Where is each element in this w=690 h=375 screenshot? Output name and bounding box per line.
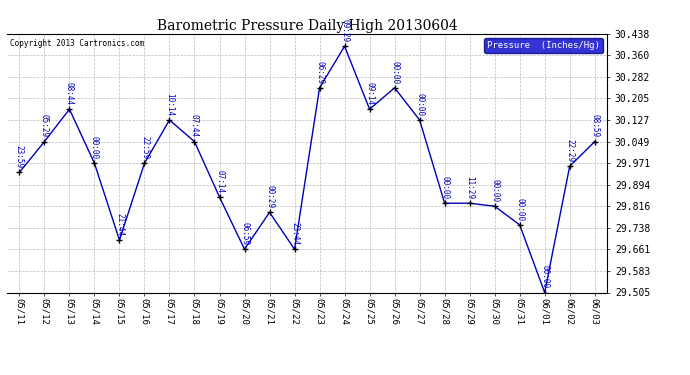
Text: 23:44: 23:44 — [290, 222, 299, 245]
Text: 00:00: 00:00 — [390, 60, 399, 84]
Text: 09:29: 09:29 — [340, 19, 349, 42]
Text: 21:44: 21:44 — [115, 213, 124, 236]
Text: 00:00: 00:00 — [415, 93, 424, 116]
Text: 00:00: 00:00 — [440, 176, 449, 199]
Text: 00:00: 00:00 — [540, 265, 549, 288]
Text: 06:59: 06:59 — [240, 222, 249, 245]
Title: Barometric Pressure Daily High 20130604: Barometric Pressure Daily High 20130604 — [157, 19, 457, 33]
Text: Copyright 2013 Cartronics.com: Copyright 2013 Cartronics.com — [10, 39, 144, 48]
Text: 00:00: 00:00 — [490, 179, 499, 202]
Text: 08:44: 08:44 — [65, 82, 74, 105]
Text: 06:29: 06:29 — [315, 60, 324, 84]
Text: 23:59: 23:59 — [15, 145, 24, 168]
Text: 07:14: 07:14 — [215, 170, 224, 193]
Legend: Pressure  (Inches/Hg): Pressure (Inches/Hg) — [484, 38, 602, 53]
Text: 00:29: 00:29 — [265, 185, 274, 208]
Text: 11:29: 11:29 — [465, 176, 474, 199]
Text: 00:00: 00:00 — [515, 198, 524, 220]
Text: 00:00: 00:00 — [90, 136, 99, 159]
Text: 10:14: 10:14 — [165, 93, 174, 116]
Text: 09:14: 09:14 — [365, 82, 374, 105]
Text: 22:29: 22:29 — [565, 139, 574, 162]
Text: 07:44: 07:44 — [190, 114, 199, 138]
Text: 08:59: 08:59 — [590, 114, 599, 138]
Text: 05:29: 05:29 — [40, 114, 49, 138]
Text: 22:59: 22:59 — [140, 136, 149, 159]
